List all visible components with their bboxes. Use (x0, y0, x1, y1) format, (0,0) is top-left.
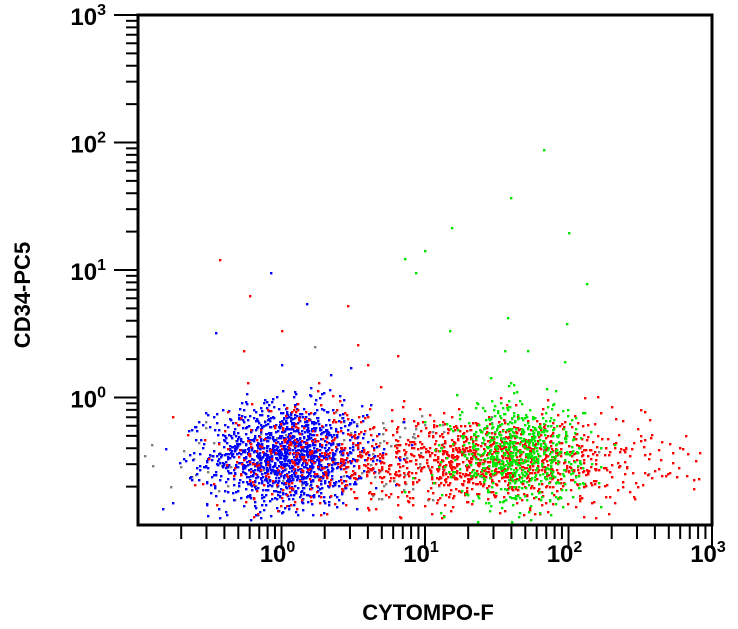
x-tick-label: 100 (260, 539, 296, 568)
x-axis-ticks (180, 525, 713, 549)
y-tick-label: 102 (70, 130, 106, 159)
x-tick-label: 102 (547, 539, 583, 568)
x-tick-label: 101 (403, 539, 439, 568)
data-points (144, 149, 702, 524)
y-tick-label: 100 (70, 385, 106, 414)
y-tick-label: 103 (70, 2, 106, 31)
x-axis-title: CYTOMPO-F (362, 600, 494, 625)
y-axis-ticks (114, 14, 138, 488)
x-tick-label: 103 (690, 539, 726, 568)
plot-frame (136, 13, 714, 527)
y-axis-tick-labels: 100 101 102 103 (70, 2, 106, 414)
y-tick-label: 101 (70, 257, 106, 286)
x-axis-tick-labels: 100 101 102 103 (260, 539, 726, 568)
y-axis-title: CD34-PC5 (10, 242, 35, 348)
